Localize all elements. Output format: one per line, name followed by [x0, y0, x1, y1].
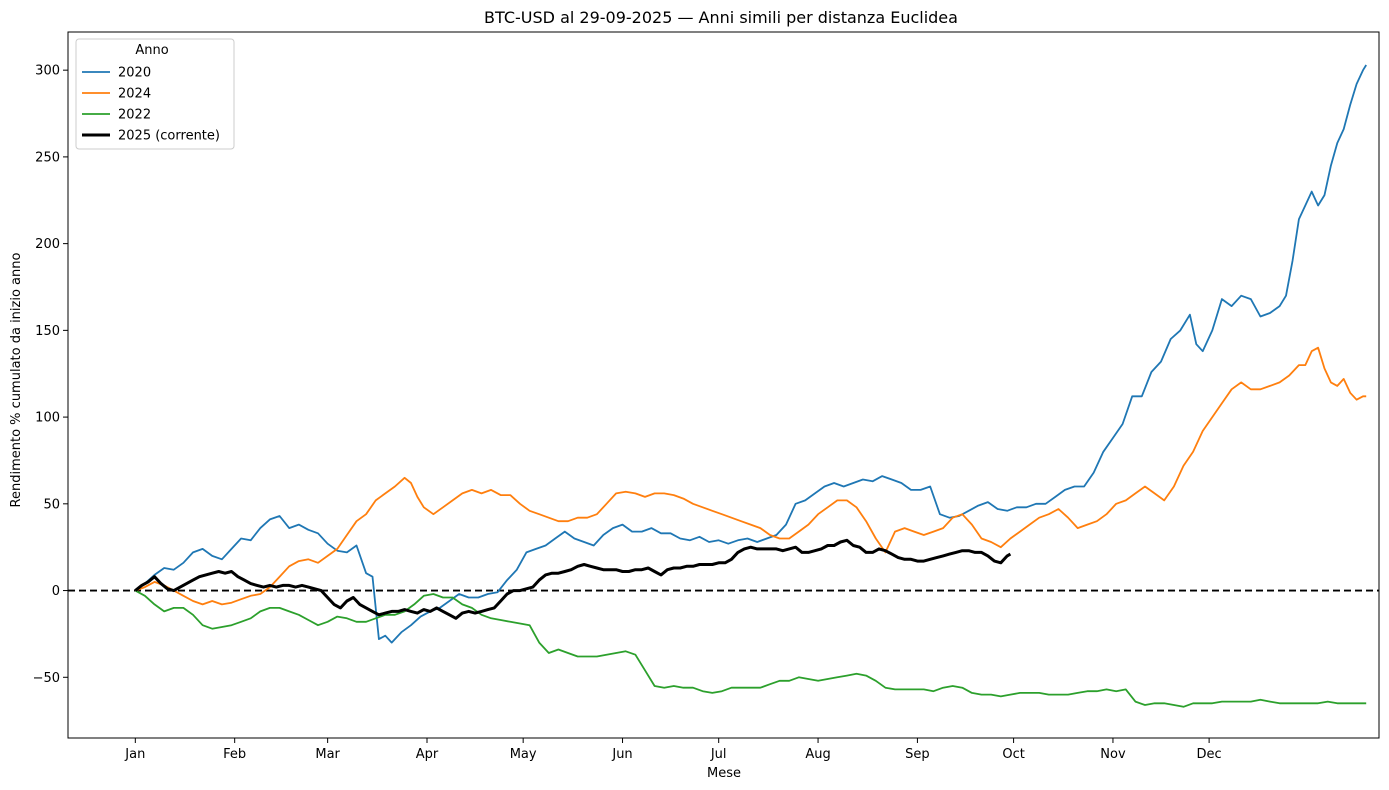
- legend-entry: 2022: [118, 108, 151, 123]
- plot-area: [67, 31, 1380, 739]
- y-tick-label: 50: [43, 497, 60, 512]
- x-tick-label: Apr: [416, 747, 439, 762]
- series-line-1: [134, 346, 1367, 606]
- x-tick-label: Nov: [1100, 747, 1126, 762]
- y-tick-label: −50: [33, 671, 60, 686]
- legend-box: [75, 38, 235, 150]
- y-tick-label: 250: [35, 150, 60, 165]
- x-tick-label: Jul: [710, 747, 727, 762]
- y-axis: −50 0 50 100 150 200 250 300: [33, 64, 68, 686]
- legend-entry: 2024: [118, 87, 151, 102]
- y-tick-label: 300: [35, 64, 60, 79]
- x-tick-label: Mar: [315, 747, 340, 762]
- x-axis-label: Mese: [707, 766, 741, 781]
- y-tick-label: 200: [35, 237, 60, 252]
- legend-entry: 2025 (corrente): [118, 129, 220, 144]
- series-line-2: [134, 589, 1367, 708]
- y-tick-label: 150: [35, 324, 60, 339]
- x-tick-label: Jun: [611, 747, 632, 762]
- y-axis-label: Rendimento % cumulato da inizio anno: [9, 253, 24, 508]
- legend: Anno 2020 2024 2022 2025 (corrente): [75, 38, 235, 150]
- y-tick-label: 100: [35, 411, 60, 426]
- chart-title: BTC-USD al 29-09-2025 — Anni simili per …: [484, 8, 958, 27]
- x-tick-label: Aug: [805, 747, 830, 762]
- x-tick-label: Oct: [1002, 747, 1024, 762]
- y-tick-label: 0: [52, 584, 60, 599]
- x-tick-label: May: [510, 747, 537, 762]
- series-line-0: [134, 64, 1367, 644]
- x-axis: Jan Feb Mar Apr May Jun Jul Aug Sep Oct Nov Dec: [124, 738, 1222, 762]
- x-tick-label: Dec: [1197, 747, 1222, 762]
- x-tick-label: Sep: [905, 747, 930, 762]
- plot-frame: [67, 31, 1380, 739]
- legend-entry: 2020: [118, 66, 151, 81]
- series-line-3: [134, 538, 1012, 620]
- x-tick-label: Feb: [223, 747, 246, 762]
- legend-title: Anno: [135, 43, 168, 58]
- x-tick-label: Jan: [124, 747, 145, 762]
